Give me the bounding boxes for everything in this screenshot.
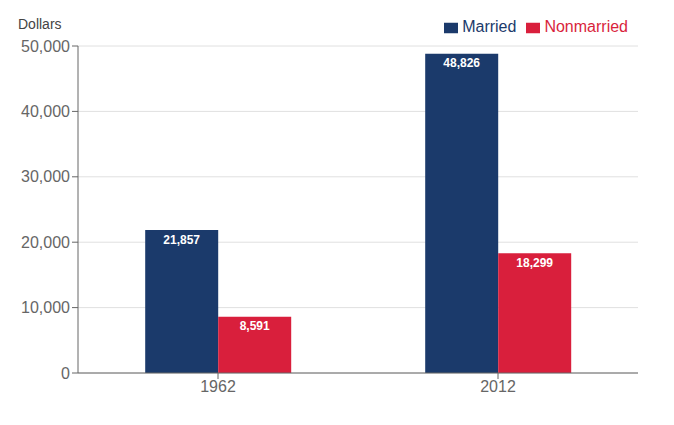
svg-text:8,591: 8,591 [240, 319, 270, 333]
svg-text:0: 0 [61, 365, 70, 382]
svg-text:50,000: 50,000 [21, 38, 70, 55]
svg-text:10,000: 10,000 [21, 299, 70, 316]
svg-text:1962: 1962 [200, 378, 236, 395]
svg-text:21,857: 21,857 [163, 233, 200, 247]
svg-text:2012: 2012 [480, 378, 516, 395]
svg-text:30,000: 30,000 [21, 168, 70, 185]
html-text:Dollars: Dollars [18, 16, 62, 32]
html-text:Nonmarried: Nonmarried [544, 18, 628, 35]
svg-text:18,299: 18,299 [516, 256, 553, 270]
svg-text:48,826: 48,826 [443, 56, 480, 70]
svg-text:40,000: 40,000 [21, 103, 70, 120]
svg-text:20,000: 20,000 [21, 234, 70, 251]
html-text:Married: Married [462, 18, 517, 35]
